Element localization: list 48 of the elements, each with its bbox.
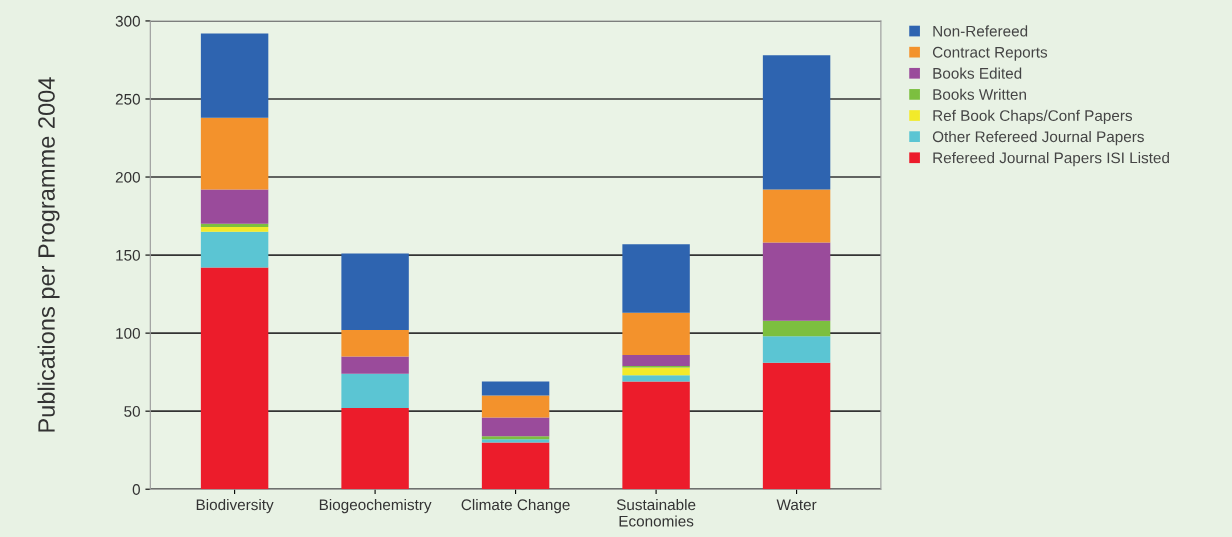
bar <box>481 417 550 437</box>
legend-label: Other Refereed Journal Papers <box>932 130 1144 146</box>
bar <box>762 336 831 363</box>
x-tick-label: Biogeochemistry <box>319 498 432 514</box>
bar <box>622 375 690 382</box>
bar <box>200 223 269 227</box>
bar <box>341 373 409 409</box>
bar <box>200 231 269 268</box>
y-tick-label: 150 <box>116 249 140 261</box>
bar <box>622 312 690 355</box>
bar <box>622 354 690 366</box>
x-tick-label: Climate Change <box>461 498 570 514</box>
bar <box>200 117 269 190</box>
y-tick-label: 0 <box>132 484 140 495</box>
x-tick-label: Biodiversity <box>196 498 274 514</box>
bar <box>762 242 831 321</box>
bar <box>622 381 690 490</box>
bar <box>762 189 831 243</box>
bar <box>341 253 409 330</box>
legend-label: Refereed Journal Papers ISI Listed <box>933 152 1169 167</box>
y-tick-label: 50 <box>124 406 140 417</box>
bar <box>622 244 690 313</box>
bar <box>622 367 690 376</box>
legend-label: Books Written <box>933 88 1026 100</box>
bar <box>762 362 831 490</box>
bar <box>341 330 409 357</box>
y-tick-label: 300 <box>115 15 140 27</box>
y-tick-label: 200 <box>115 171 140 183</box>
bar <box>481 381 550 396</box>
legend-label: Ref Book Chaps/Conf Papers <box>933 109 1133 125</box>
bar <box>200 33 269 118</box>
y-tick-label: 250 <box>115 93 140 105</box>
x-tick-label: Water <box>776 499 817 511</box>
x-tick-label: Sustainable Economies <box>616 498 696 527</box>
legend-label: Non-Refereed <box>933 25 1028 37</box>
bar <box>762 55 831 190</box>
bar <box>341 356 409 374</box>
bar <box>762 320 831 337</box>
bar <box>200 267 269 490</box>
bar <box>481 395 550 418</box>
legend-label: Contract Reports <box>932 46 1048 61</box>
bar <box>481 442 550 490</box>
bar <box>200 189 269 224</box>
y-tick-label: 100 <box>116 327 140 339</box>
y-axis-title: Publications per Programme 2004 <box>37 77 60 432</box>
legend-label: Books Edited <box>933 67 1022 79</box>
bar <box>341 408 409 490</box>
bar <box>200 226 269 232</box>
